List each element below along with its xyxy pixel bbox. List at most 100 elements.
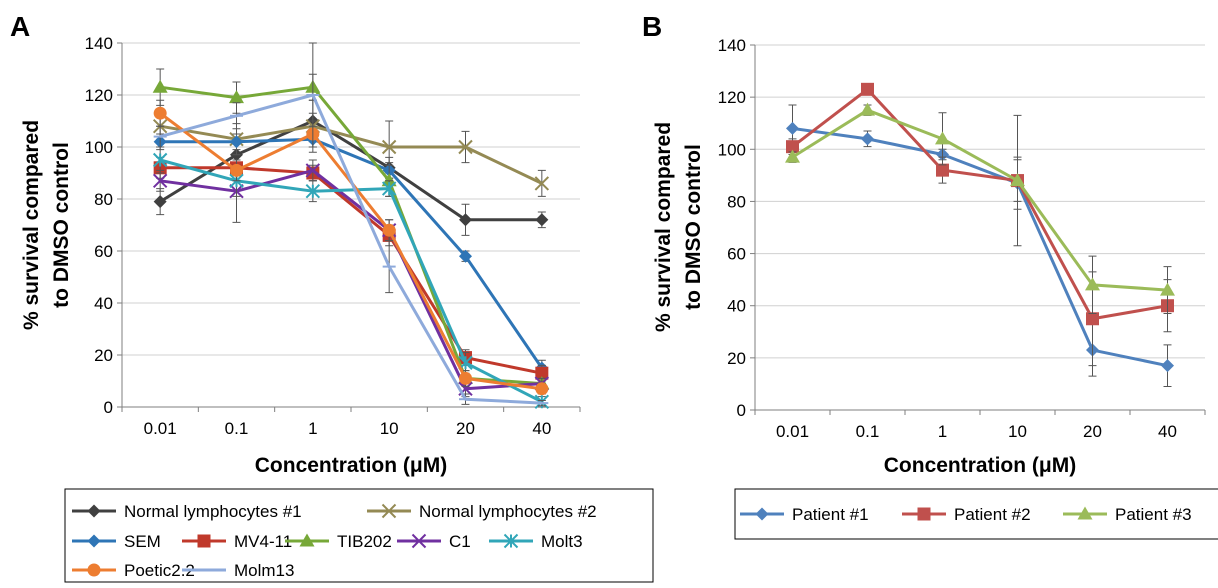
data-point	[153, 195, 167, 209]
legend-entry: Normal lymphocytes #1	[72, 502, 302, 521]
data-point	[535, 366, 549, 380]
series-patient-1	[786, 104, 1174, 388]
series-patient-2	[786, 82, 1174, 367]
legend-label: Molm13	[234, 561, 294, 580]
legend-entry: Molm13	[182, 561, 294, 580]
legend-swatch-marker	[197, 534, 211, 548]
legend-swatch-marker	[411, 533, 427, 549]
legend-entry: TIB202	[285, 532, 392, 551]
legend-entry: MV4-11	[182, 532, 292, 551]
series-line	[159, 168, 542, 391]
legend-label: Poetic2.2	[124, 561, 195, 580]
data-point	[1161, 359, 1174, 373]
legend-entry: Patient #3	[1063, 505, 1192, 524]
legend-box	[734, 488, 1218, 540]
y-tick-label: 40	[94, 294, 113, 313]
x-tick-label: 0.01	[776, 422, 809, 441]
x-tick-label: 10	[1008, 422, 1027, 441]
legend-swatch-marker	[87, 504, 101, 518]
data-point	[459, 371, 472, 385]
data-point	[786, 121, 799, 135]
legend-entry: Patient #2	[902, 505, 1031, 524]
legend-label: Molt3	[541, 532, 583, 551]
data-point	[935, 131, 950, 145]
legend-swatch-marker	[87, 534, 101, 548]
legend-box	[64, 488, 654, 583]
x-tick-label: 0.1	[856, 422, 880, 441]
data-point	[382, 223, 396, 237]
series-line	[159, 85, 542, 386]
series-line	[160, 166, 543, 375]
x-tick-label: 20	[1083, 422, 1102, 441]
y-axis-title: % survival compared	[20, 120, 43, 330]
y-tick-label: 60	[94, 242, 113, 261]
data-point	[381, 139, 397, 155]
legend: Normal lymphocytes #1 Normal lymphocytes …	[64, 488, 654, 583]
y-tick-label: 20	[94, 346, 113, 365]
data-point	[230, 135, 243, 149]
data-point	[458, 139, 473, 155]
data-point	[381, 173, 397, 187]
legend-label: Patient #3	[1115, 505, 1192, 524]
y-tick-label: 120	[718, 88, 746, 107]
x-axis-title: Concentration (μM)	[255, 454, 448, 477]
y-axis-title: % survival compared	[652, 122, 675, 332]
chart-panel-b: B 0 20 40 60 80 100 120 140 0.01 0.1 1 10 20 40 % survi…	[642, 11, 1218, 540]
legend-swatch-marker	[1077, 506, 1093, 520]
data-point	[786, 140, 799, 154]
chart-panel-a: A 0 20 40 60 80 100 120 140 0.01 0.1 1 10 20 40 % survi…	[10, 11, 654, 583]
x-axis-title: Concentration (μM)	[884, 454, 1077, 477]
legend-entry: Poetic2.2	[72, 561, 195, 580]
y-axis-title: to DMSO control	[682, 144, 705, 310]
y-tick-label: 100	[85, 138, 113, 157]
y-tick-label: 140	[85, 34, 113, 53]
legend-swatch-marker	[755, 507, 769, 521]
data-point	[861, 82, 874, 96]
series-line	[159, 158, 543, 404]
legend-entry: Normal lymphocytes #2	[367, 502, 597, 521]
legend-label: MV4-11	[234, 532, 292, 551]
legend: Patient #1 Patient #2 Patient #3	[734, 488, 1218, 540]
legend-label: Normal lymphocytes #2	[419, 502, 597, 521]
legend-swatch-marker	[299, 533, 315, 547]
legend-swatch-marker	[87, 563, 101, 577]
series-molm13	[153, 42, 549, 407]
y-tick-label: 0	[104, 398, 113, 417]
x-tick-label: 0.1	[225, 419, 249, 438]
data-point	[229, 90, 244, 104]
data-point	[1010, 173, 1025, 187]
legend-entry: Patient #1	[740, 505, 869, 524]
y-tick-label: 20	[727, 349, 746, 368]
legend-label: SEM	[124, 532, 161, 551]
data-point	[936, 163, 949, 177]
legend-entry: C1	[397, 532, 471, 551]
y-tick-label: 80	[727, 192, 746, 211]
y-tick-label: 40	[727, 297, 746, 316]
legend-label: Normal lymphocytes #1	[124, 502, 302, 521]
legend-label: Patient #2	[954, 505, 1031, 524]
data-point	[535, 213, 549, 227]
x-tick-label: 0.01	[144, 419, 177, 438]
series-molt3	[152, 146, 550, 410]
x-tick-label: 20	[456, 419, 475, 438]
data-point	[381, 181, 397, 196]
series-line	[792, 126, 1168, 368]
data-point	[152, 152, 168, 168]
x-tick-label: 1	[938, 422, 947, 441]
series-patient-3	[785, 102, 1175, 315]
x-tick-label: 40	[532, 419, 551, 438]
legend-swatch-marker	[381, 503, 397, 519]
data-point	[459, 249, 472, 263]
legend-label: TIB202	[337, 532, 392, 551]
legend-entry: SEM	[72, 532, 161, 551]
legend-entry: Molt3	[489, 532, 583, 551]
panel-letter: B	[642, 11, 662, 42]
y-tick-label: 120	[85, 86, 113, 105]
data-point	[861, 132, 874, 146]
series-line	[160, 137, 544, 369]
x-tick-label: 1	[308, 419, 317, 438]
x-tick-label: 40	[1158, 422, 1177, 441]
data-point	[1085, 277, 1100, 291]
data-point	[305, 163, 321, 178]
